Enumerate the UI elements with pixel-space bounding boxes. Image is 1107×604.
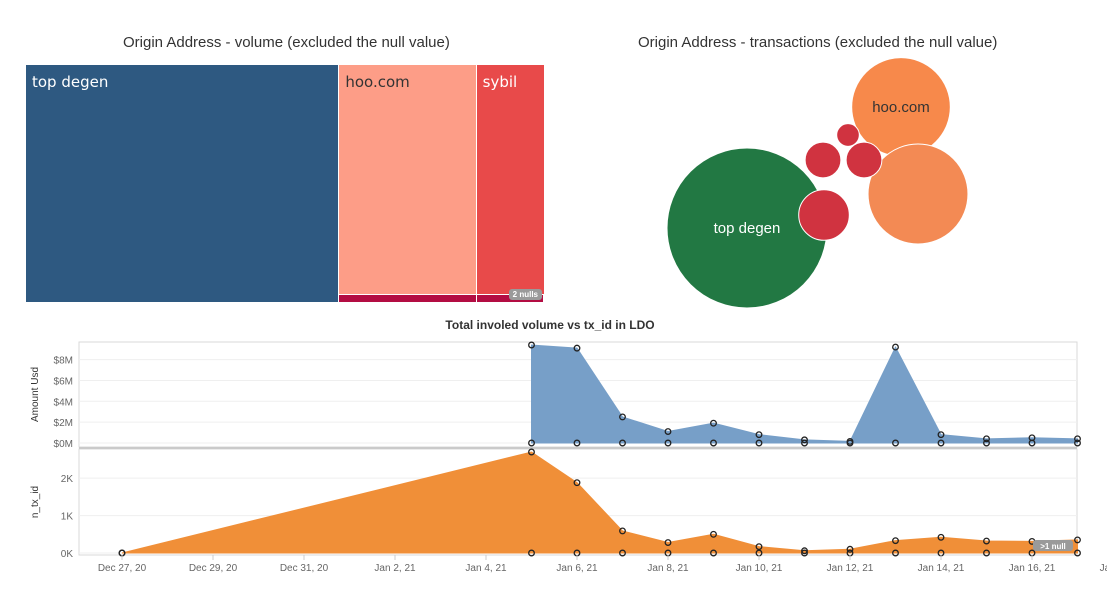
nulls-badge: 2 nulls — [508, 289, 542, 300]
baseline-point — [937, 439, 945, 447]
data-point[interactable] — [983, 435, 990, 443]
data-point[interactable] — [846, 545, 854, 553]
panel-frame — [78, 341, 1078, 448]
baseline-point — [983, 439, 990, 447]
data-point[interactable] — [528, 341, 535, 349]
bubble — [804, 141, 842, 179]
baseline-point — [1028, 439, 1036, 447]
null-badge-label: >1 null — [1040, 542, 1066, 551]
x-tick-label: Jan 14, 21 — [918, 563, 965, 574]
bubble — [836, 123, 860, 147]
bubble-chart: top degen hoo.com — [666, 57, 969, 309]
data-point[interactable] — [983, 537, 990, 545]
data-point[interactable] — [664, 428, 672, 435]
y-tick-label: $8M — [54, 356, 73, 367]
bubble — [845, 141, 883, 179]
amount-usd-area — [531, 344, 1078, 444]
treemap-cell: sybil — [476, 65, 544, 294]
baseline-point — [1074, 549, 1081, 557]
bubble-label: hoo.com — [872, 99, 930, 116]
combo-title: Total involed volume vs tx_id in LDO — [445, 318, 654, 332]
baseline-point — [801, 439, 808, 447]
dual-axis-area-chart: Total involed volume vs tx_id in LDO $0M $… — [30, 318, 1107, 574]
baseline-point — [983, 549, 990, 557]
x-tick-label: Jan 18, 21 — [1100, 563, 1107, 574]
x-tick-label: Dec 31, 20 — [280, 563, 329, 574]
treemap-title: Origin Address - volume (excluded the nu… — [123, 34, 450, 51]
baseline-point — [892, 439, 899, 447]
baseline-point — [528, 439, 535, 447]
data-point[interactable] — [573, 344, 581, 352]
data-point[interactable] — [801, 436, 808, 444]
n-tx-id-area — [121, 451, 1078, 554]
x-tick-label: Jan 16, 21 — [1009, 563, 1056, 574]
y-tick-label: $6M — [54, 376, 73, 387]
baseline-point — [710, 549, 717, 557]
data-point[interactable] — [710, 530, 717, 538]
y-tick-label: 0K — [61, 549, 74, 560]
data-point[interactable] — [619, 413, 626, 421]
baseline-point — [1074, 439, 1081, 447]
baseline-point — [619, 439, 626, 447]
x-tick-label: Jan 4, 21 — [465, 563, 507, 574]
data-point[interactable] — [1074, 435, 1081, 443]
data-point[interactable] — [755, 543, 763, 551]
data-point[interactable] — [937, 533, 945, 541]
data-point[interactable] — [1074, 536, 1081, 544]
x-tick-label: Jan 10, 21 — [736, 563, 783, 574]
treemap-cell: top degen — [26, 65, 340, 302]
baseline-point — [528, 549, 535, 557]
y-tick-label: $4M — [54, 397, 73, 408]
treemap-label: hoo.com — [345, 73, 410, 91]
y-tick-label: 1K — [61, 512, 74, 523]
data-point[interactable] — [937, 431, 945, 439]
x-tick-label: Jan 2, 21 — [374, 563, 416, 574]
data-point[interactable] — [619, 527, 626, 535]
baseline-point — [755, 439, 763, 447]
y-axis-label: n_tx_id — [30, 486, 41, 518]
data-point[interactable] — [892, 343, 899, 351]
treemap: top degen hoo.com sybil 2 nulls — [26, 65, 544, 302]
bubble — [798, 189, 850, 241]
treemap-label: top degen — [32, 73, 109, 91]
x-tick-label: Dec 27, 20 — [98, 563, 147, 574]
data-point[interactable] — [801, 547, 808, 555]
data-point[interactable] — [755, 431, 763, 439]
bubble-chart-title: Origin Address - transactions (excluded … — [638, 34, 998, 51]
data-point[interactable] — [573, 479, 581, 487]
baseline-point — [801, 549, 808, 557]
bubble-label: top degen — [714, 220, 781, 237]
data-point[interactable] — [664, 539, 672, 546]
x-tick-label: Jan 6, 21 — [556, 563, 598, 574]
baseline-point — [892, 549, 899, 557]
treemap-strip — [339, 295, 477, 302]
x-tick-label: Dec 29, 20 — [189, 563, 238, 574]
y-tick-label: $2M — [54, 418, 73, 429]
baseline-point — [710, 439, 717, 447]
y-tick-label: $0M — [54, 439, 73, 450]
data-point[interactable] — [528, 448, 535, 456]
data-point[interactable] — [710, 419, 717, 427]
null-badge — [1033, 540, 1073, 551]
data-point[interactable] — [892, 537, 899, 545]
x-tick-label: Jan 8, 21 — [647, 563, 689, 574]
y-axis-label: Amount Usd — [30, 367, 41, 422]
y-tick-label: 2K — [61, 474, 74, 485]
x-tick-label: Jan 12, 21 — [827, 563, 874, 574]
baseline-point — [664, 439, 672, 447]
baseline-point — [846, 439, 854, 447]
treemap-cell: hoo.com — [339, 65, 477, 294]
baseline-point — [619, 549, 626, 557]
treemap-label: sybil — [482, 73, 518, 91]
baseline-point — [573, 439, 581, 447]
bubble — [867, 143, 969, 245]
